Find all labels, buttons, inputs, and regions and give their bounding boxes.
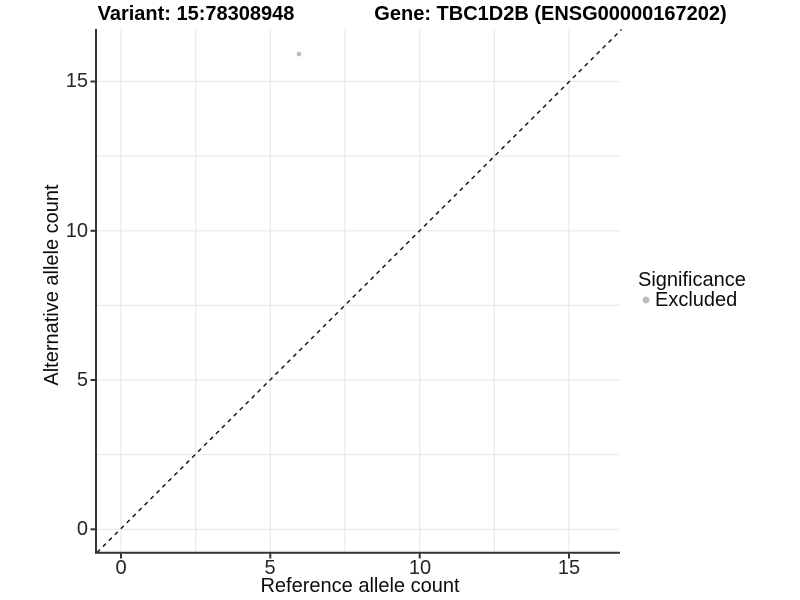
x-tick-label-5: 5 xyxy=(264,557,276,579)
legend-key xyxy=(642,296,650,304)
grid-lines xyxy=(97,30,620,552)
legend-title: Significance xyxy=(638,269,746,291)
y-tick-label-5: 5 xyxy=(76,369,88,391)
legend-item-label: Excluded xyxy=(655,289,738,311)
y-axis-title: Alternative allele count xyxy=(41,184,63,386)
x-tick-label-10: 10 xyxy=(408,557,432,579)
y-tick-label-0: 0 xyxy=(76,518,88,540)
y-tick-label-15: 15 xyxy=(65,70,88,92)
x-tick-label-15: 15 xyxy=(557,557,581,579)
gene-title: Gene: TBC1D2B (ENSG00000167202) xyxy=(374,3,727,25)
x-tick-marks xyxy=(120,553,570,559)
x-axis-title: Reference allele count xyxy=(260,575,460,597)
y-tick-marks xyxy=(90,80,96,531)
variant-title: Variant: 15:78308948 xyxy=(97,3,295,25)
legend-item-excluded: Excluded xyxy=(639,289,789,311)
identity-dashed-line xyxy=(96,28,623,554)
legend-dot-icon xyxy=(642,296,650,304)
data-point-excluded xyxy=(296,51,302,57)
y-tick-label-10: 10 xyxy=(65,219,88,242)
x-tick-label-0: 0 xyxy=(115,557,127,579)
